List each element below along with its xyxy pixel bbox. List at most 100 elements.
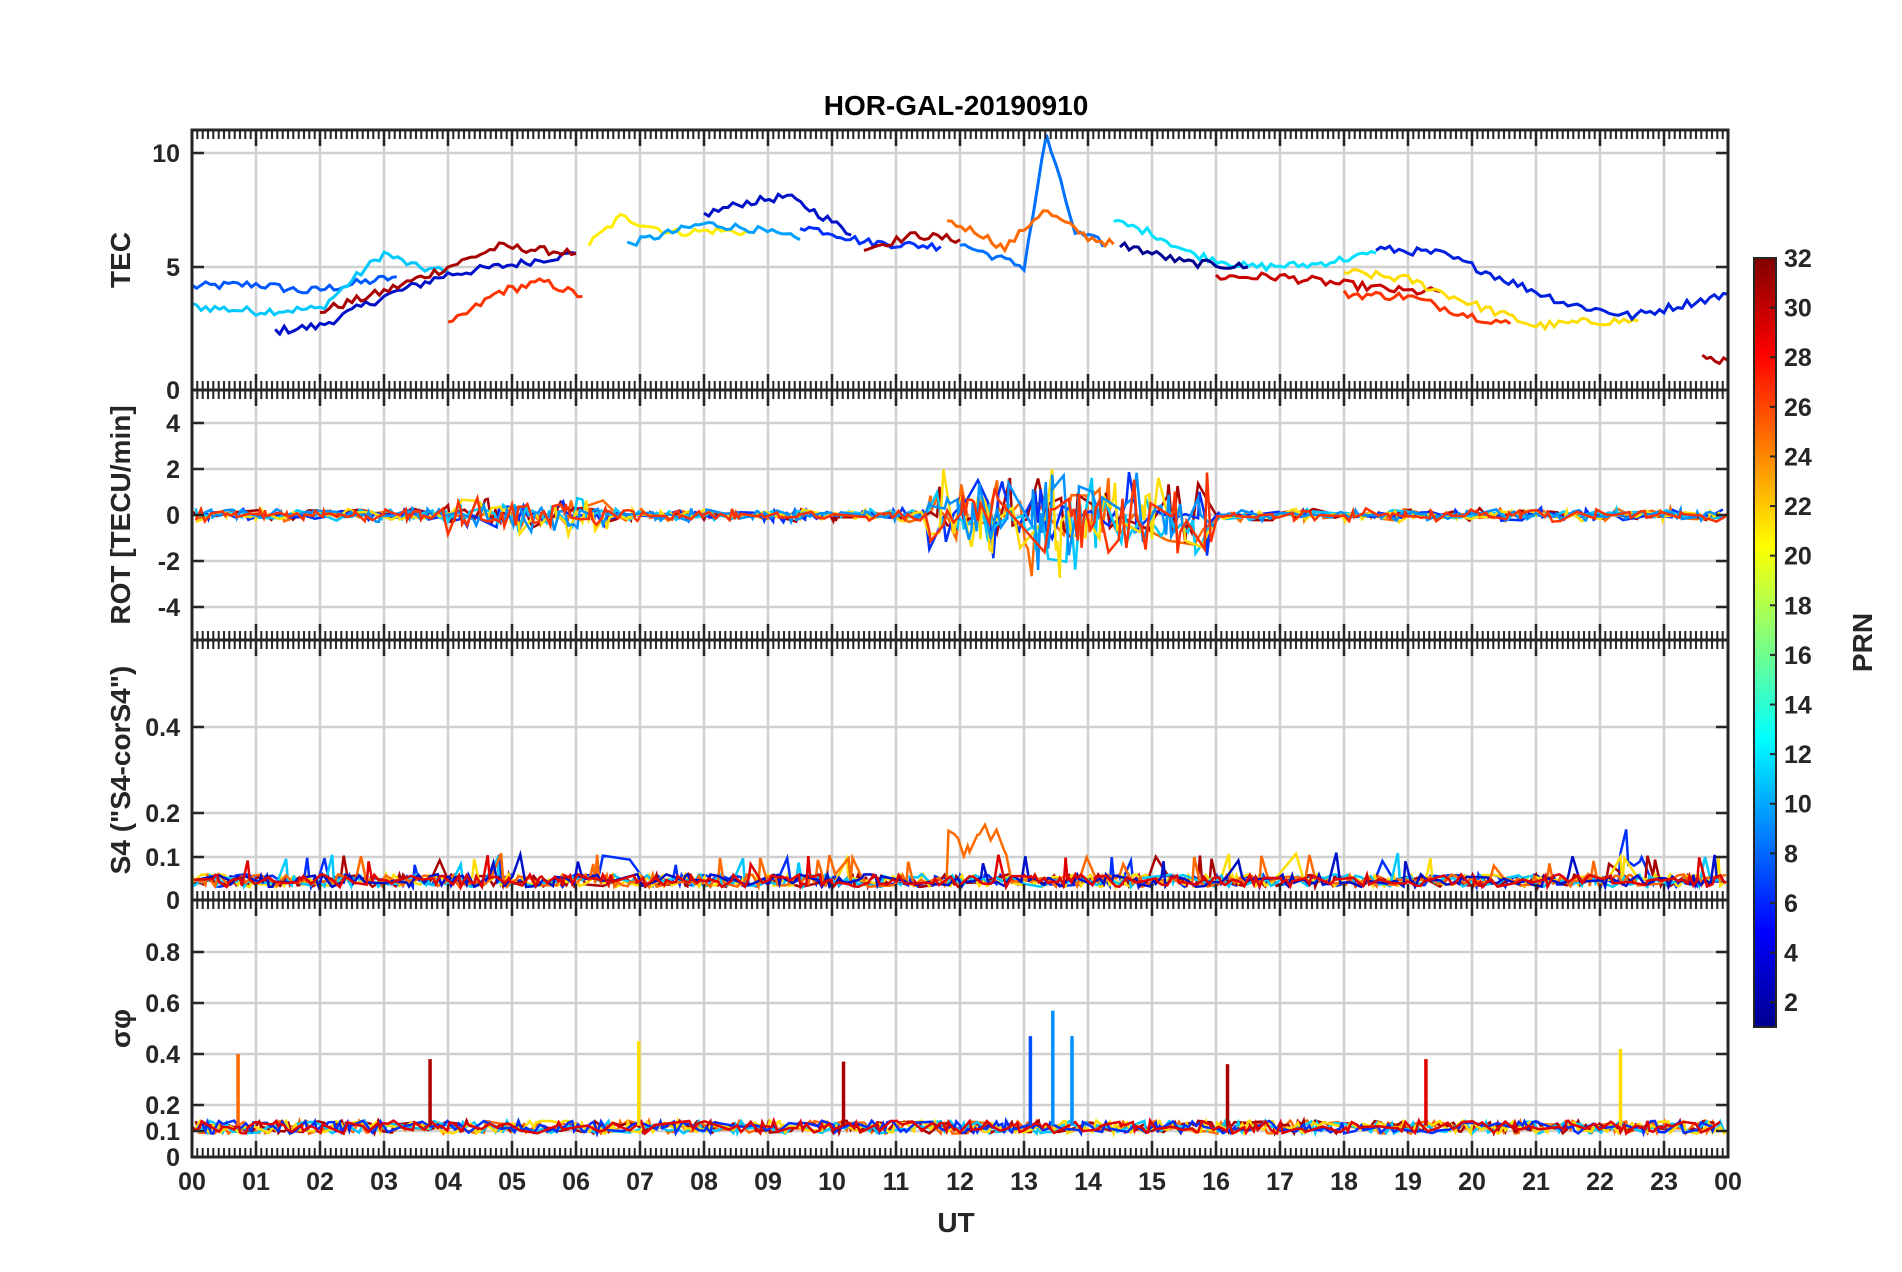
x-tick-label: 17 bbox=[1266, 1168, 1294, 1196]
x-axis: 00 01 02 03 04 05 06 07 08 09 10 11 12 13 14 15 16 17 18 19… bbox=[178, 1168, 1742, 1196]
x-axis-label: UT bbox=[937, 1207, 974, 1238]
y-tick-label: 2 bbox=[166, 456, 180, 484]
sigma-phi-series bbox=[190, 1116, 1722, 1137]
colorbar-tick-label: 22 bbox=[1784, 493, 1812, 521]
x-tick-label: 15 bbox=[1138, 1168, 1166, 1196]
x-tick-label: 11 bbox=[883, 1168, 910, 1196]
tec-series-prn-24 bbox=[946, 209, 1115, 254]
x-tick-label: 14 bbox=[1074, 1168, 1102, 1196]
colorbar-tick-label: 28 bbox=[1784, 344, 1812, 372]
y-tick-label: 0.2 bbox=[145, 800, 180, 828]
x-tick-label: 22 bbox=[1586, 1168, 1614, 1196]
y-tick-label: 10 bbox=[152, 140, 180, 168]
x-tick-label: 23 bbox=[1650, 1168, 1678, 1196]
tec-series-prn-10 bbox=[626, 220, 801, 248]
data-traces bbox=[190, 821, 1727, 892]
colorbar-tick-label: 12 bbox=[1784, 741, 1812, 769]
tec-series-prn-30 bbox=[1701, 353, 1729, 366]
y-tick-label: 0 bbox=[166, 1144, 180, 1172]
chart-title: HOR-GAL-20190910 bbox=[824, 90, 1089, 121]
panel-frame bbox=[190, 898, 1730, 1159]
x-tick-label: 06 bbox=[562, 1168, 590, 1196]
data-traces bbox=[191, 134, 1729, 366]
colorbar-tick-label: 8 bbox=[1784, 840, 1798, 868]
colorbar-tick-label: 32 bbox=[1784, 245, 1812, 273]
x-tick-label: 04 bbox=[434, 1168, 462, 1196]
x-tick-label: 03 bbox=[370, 1168, 398, 1196]
x-tick-label: 02 bbox=[306, 1168, 334, 1196]
colorbar-tick-label: 16 bbox=[1784, 642, 1812, 670]
colorbar-label: PRN bbox=[1847, 613, 1878, 672]
y-tick-label: 0 bbox=[166, 502, 180, 530]
y-axis-label: S4 ("S4-corS4") bbox=[105, 666, 136, 875]
y-tick-label: 0.1 bbox=[145, 1118, 180, 1146]
colorbar-tick-label: 4 bbox=[1784, 940, 1798, 968]
colorbar-tick-label: 24 bbox=[1784, 443, 1812, 471]
tec-series-prn-29 bbox=[1214, 271, 1441, 296]
y-tick-label: 0.4 bbox=[145, 1041, 180, 1069]
x-tick-label: 01 bbox=[242, 1168, 270, 1196]
y-axis-label: σφ bbox=[105, 1009, 136, 1048]
y-tick-label: 0 bbox=[166, 887, 180, 915]
x-tick-label: 18 bbox=[1330, 1168, 1358, 1196]
x-tick-label: 05 bbox=[498, 1168, 526, 1196]
y-tick-label: 0.1 bbox=[145, 844, 180, 872]
colorbar-tick-label: 20 bbox=[1784, 543, 1812, 571]
tec-series-prn-5 bbox=[799, 225, 942, 253]
y-axis-label: TEC bbox=[105, 232, 136, 288]
colorbar-gradient bbox=[1753, 257, 1777, 1028]
colorbar-tick-label: 10 bbox=[1784, 791, 1812, 819]
x-tick-label: 00 bbox=[1714, 1168, 1742, 1196]
y-tick-label: 0.4 bbox=[145, 714, 180, 742]
y-tick-label: 0 bbox=[166, 377, 180, 405]
y-tick-label: 4 bbox=[166, 410, 180, 438]
y-tick-marks bbox=[192, 421, 1728, 609]
colorbar-tick-label: 6 bbox=[1784, 890, 1798, 918]
panel-1: 0 5 10 TEC bbox=[105, 128, 1730, 405]
tec-series-prn-31 bbox=[863, 231, 961, 253]
y-tick-label: 0.8 bbox=[145, 939, 180, 967]
x-tick-label: 20 bbox=[1458, 1168, 1486, 1196]
rot-series bbox=[195, 469, 1730, 578]
x-tick-label: 00 bbox=[178, 1168, 206, 1196]
colorbar-tick-label: 26 bbox=[1784, 394, 1812, 422]
x-tick-label: 09 bbox=[754, 1168, 782, 1196]
tec-series-prn-2 bbox=[274, 250, 577, 337]
x-tick-label: 16 bbox=[1202, 1168, 1230, 1196]
s4-series bbox=[193, 854, 1727, 892]
tec-series-prn-1 bbox=[1119, 240, 1249, 270]
tec-series-prn-31 bbox=[319, 241, 577, 314]
x-tick-label: 21 bbox=[1522, 1168, 1550, 1196]
data-traces bbox=[193, 469, 1730, 578]
y-tick-label: 5 bbox=[166, 254, 180, 282]
tec-series-prn-27 bbox=[1342, 289, 1512, 326]
panel-2: -4 -2 0 2 4 ROT [TECU/min] bbox=[105, 388, 1730, 642]
tec-series-prn-2 bbox=[703, 192, 852, 237]
colorbar-tick-label: 14 bbox=[1784, 692, 1812, 720]
x-tick-label: 19 bbox=[1394, 1168, 1422, 1196]
tec-series-prn-8 bbox=[191, 274, 397, 295]
x-tick-label: 07 bbox=[626, 1168, 654, 1196]
x-tick-label: 08 bbox=[690, 1168, 718, 1196]
panel-3: 0 0.1 0.2 0.4 S4 ("S4-corS4") bbox=[105, 638, 1730, 915]
tec-series-prn-11 bbox=[191, 250, 449, 318]
tec-series-prn-4 bbox=[1375, 244, 1729, 322]
y-tick-label: 0.2 bbox=[145, 1092, 180, 1120]
x-tick-label: 10 bbox=[818, 1168, 846, 1196]
tec-series-prn-27 bbox=[447, 277, 583, 324]
y-tick-label: -4 bbox=[158, 594, 180, 622]
x-tick-label: 12 bbox=[946, 1168, 974, 1196]
panel-4: 00.10.2 0.4 0.6 0.8 σφ bbox=[105, 898, 1730, 1172]
colorbar-tick-label: 18 bbox=[1784, 592, 1812, 620]
data-traces bbox=[190, 1010, 1727, 1139]
rot-series bbox=[194, 472, 1729, 556]
colorbar-tick-label: 30 bbox=[1784, 295, 1812, 323]
tec-series-prn-12 bbox=[1113, 218, 1377, 273]
y-tick-label: 0.6 bbox=[145, 990, 180, 1018]
tec-series-prn-20 bbox=[1343, 268, 1639, 332]
x-tick-label: 13 bbox=[1010, 1168, 1038, 1196]
y-tick-label: -2 bbox=[158, 548, 180, 576]
